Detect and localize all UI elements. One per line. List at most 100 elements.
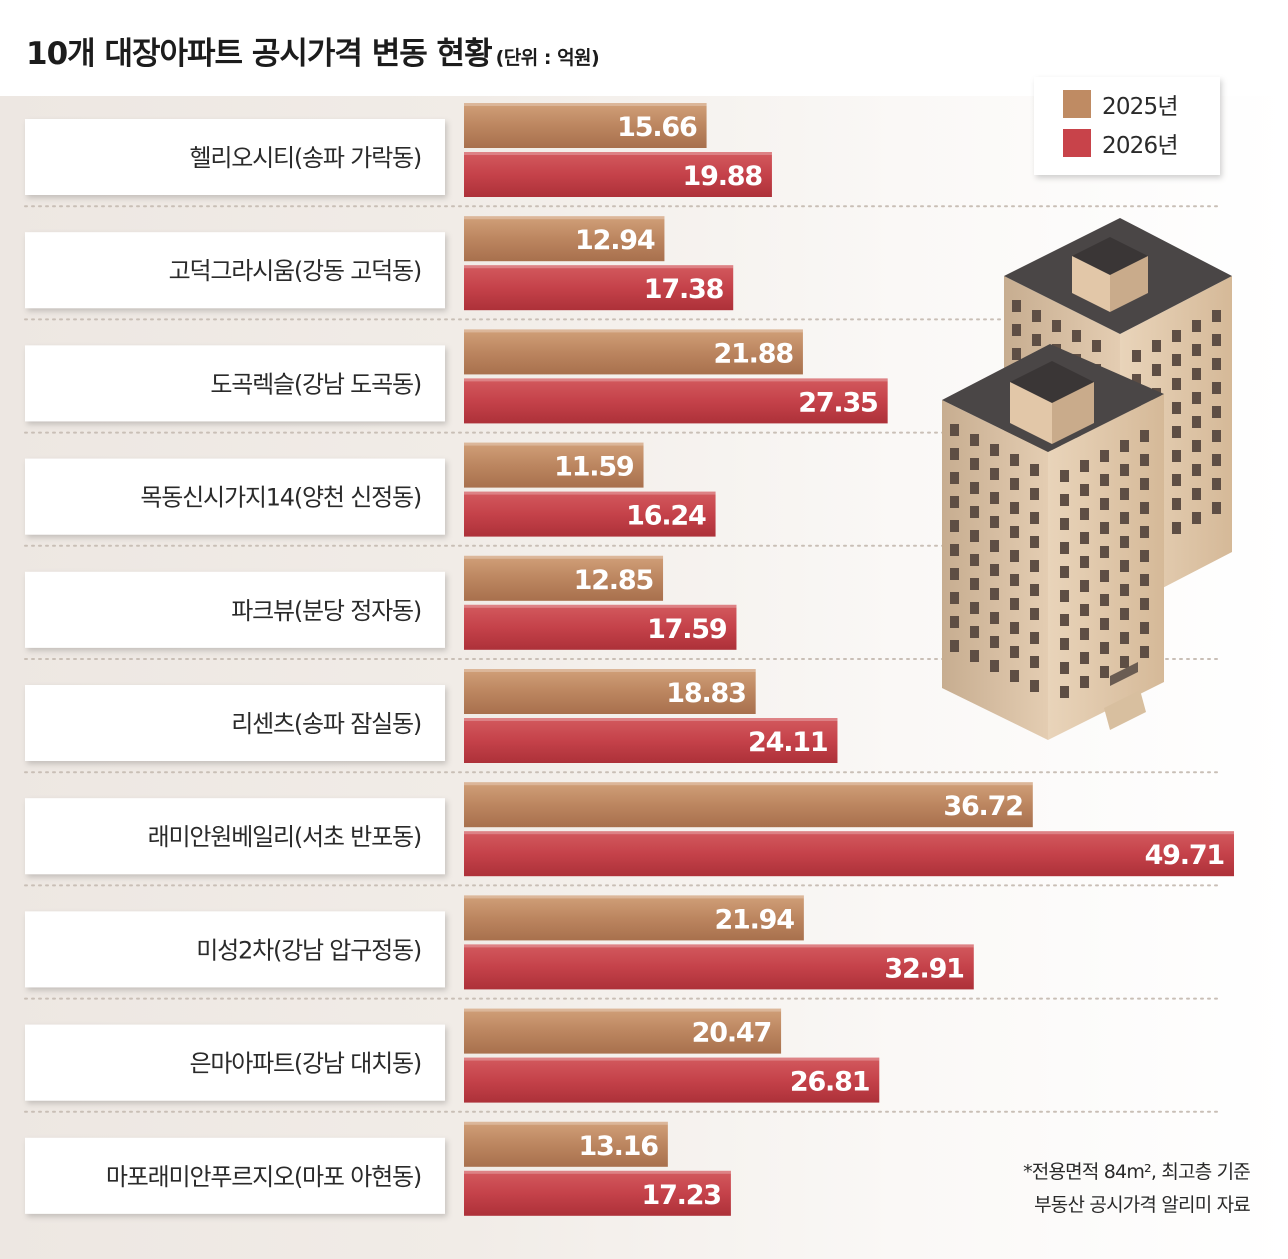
bar-2025-7	[464, 782, 1033, 828]
front-building-window	[1060, 590, 1069, 602]
front-building-window	[1060, 494, 1069, 506]
bar-2026-4	[464, 491, 716, 537]
front-building-left-window	[990, 468, 999, 480]
back-building-window	[1192, 344, 1201, 356]
front-building-left-window	[990, 444, 999, 456]
bar-highlight-2025-9	[464, 1008, 782, 1012]
front-building-left-window	[990, 516, 999, 528]
bar-highlight-2025-3	[464, 329, 803, 333]
front-building-window	[1080, 460, 1089, 472]
value-label-2025-5: 12.85	[574, 565, 653, 596]
bar-2026-7	[464, 831, 1235, 877]
bar-2025-2	[464, 216, 665, 262]
front-building-window	[1140, 478, 1149, 490]
front-building-window	[1100, 474, 1109, 486]
front-building-window	[1120, 464, 1129, 476]
bar-2026-8	[464, 944, 974, 990]
front-building-left-window	[970, 650, 979, 662]
back-building-window	[1172, 426, 1181, 438]
bar-2025-3	[464, 329, 803, 375]
category-label-10: 마포래미안푸르지오(마포 아현동)	[106, 1163, 421, 1191]
front-building-left-window	[1030, 464, 1039, 476]
front-building-window	[1100, 666, 1109, 678]
back-building-left-window	[1032, 334, 1041, 346]
back-building-window	[1172, 522, 1181, 534]
front-building-window	[1060, 566, 1069, 578]
bar-highlight-2026-3	[464, 378, 888, 382]
unit-label: (단위 : 억원)	[495, 47, 600, 69]
back-building-window	[1212, 406, 1221, 418]
back-building-window	[1152, 340, 1161, 352]
front-building-window	[1100, 594, 1109, 606]
title-text: 10개 대장아파트 공시가격 변동 현황	[26, 36, 493, 72]
value-label-2026-5: 17.59	[647, 614, 727, 645]
front-building-left-window	[990, 588, 999, 600]
front-building-window	[1080, 676, 1089, 688]
front-building-left-window	[970, 626, 979, 638]
back-building-window	[1192, 512, 1201, 524]
note-line-1: *전용면적 84m², 최고층 기준	[1023, 1161, 1251, 1183]
legend-swatch-2025	[1063, 90, 1091, 118]
bar-highlight-2025-5	[464, 555, 664, 559]
legend-label-2025: 2025년	[1102, 94, 1178, 120]
category-box-2	[25, 232, 445, 309]
back-building-window	[1212, 358, 1221, 370]
back-building-window	[1192, 416, 1201, 428]
category-box-10	[25, 1137, 445, 1214]
front-building-left-window	[950, 592, 959, 604]
category-box-6	[25, 685, 445, 761]
front-building-window	[1140, 622, 1149, 634]
bar-2025-4	[464, 442, 644, 488]
front-building-window	[1060, 542, 1069, 554]
category-label-3: 도곡렉슬(강남 도곡동)	[210, 370, 421, 398]
front-building-left-window	[1030, 560, 1039, 572]
front-building-left-window	[970, 602, 979, 614]
bar-highlight-2025-2	[464, 216, 665, 220]
front-building-left-window	[1030, 632, 1039, 644]
front-building-window	[1140, 430, 1149, 442]
front-building-window	[1140, 646, 1149, 658]
legend-label-2026: 2026년	[1102, 133, 1178, 159]
front-building	[942, 344, 1164, 740]
front-building-window	[1080, 604, 1089, 616]
front-building-window	[1080, 628, 1089, 640]
front-building-left-window	[1010, 454, 1019, 466]
legend-box	[1034, 77, 1220, 175]
value-label-2025-8: 21.94	[714, 904, 794, 935]
back-building-window	[1172, 354, 1181, 366]
back-building-window	[1172, 402, 1181, 414]
back-building-window	[1172, 378, 1181, 390]
chart-title: 10개 대장아파트 공시가격 변동 현황 (단위 : 억원)	[26, 28, 600, 73]
bar-2025-8	[464, 895, 804, 941]
bar-highlight-2025-4	[464, 442, 644, 446]
category-label-7: 래미안원베일리(서초 반포동)	[148, 823, 421, 851]
bar-2025-10	[464, 1121, 668, 1167]
back-building-window	[1172, 498, 1181, 510]
value-label-2025-9: 20.47	[692, 1018, 771, 1049]
back-building-window	[1192, 464, 1201, 476]
category-label-2: 고덕그라시움(강동 고덕동)	[169, 257, 421, 285]
back-building-window	[1212, 454, 1221, 466]
bar-2025-6	[464, 669, 756, 714]
front-building-left-window	[970, 530, 979, 542]
front-building-left-window	[950, 520, 959, 532]
front-building-window	[1140, 454, 1149, 466]
front-building-left-window	[1010, 574, 1019, 586]
back-building-window	[1192, 440, 1201, 452]
front-building-window	[1060, 614, 1069, 626]
value-label-2025-3: 21.88	[714, 338, 794, 369]
front-building-window	[1060, 686, 1069, 698]
front-building-window	[1140, 502, 1149, 514]
category-box-7	[25, 798, 445, 875]
category-box-9	[25, 1024, 445, 1101]
front-building-left-window	[950, 616, 959, 628]
category-box-5	[25, 571, 445, 648]
value-label-2025-4: 11.59	[554, 452, 634, 483]
bar-highlight-2025-7	[464, 782, 1033, 786]
back-building-window	[1212, 430, 1221, 442]
front-building-window	[1140, 574, 1149, 586]
legend	[1034, 77, 1220, 175]
front-building-left-window	[970, 578, 979, 590]
back-building-window	[1212, 382, 1221, 394]
